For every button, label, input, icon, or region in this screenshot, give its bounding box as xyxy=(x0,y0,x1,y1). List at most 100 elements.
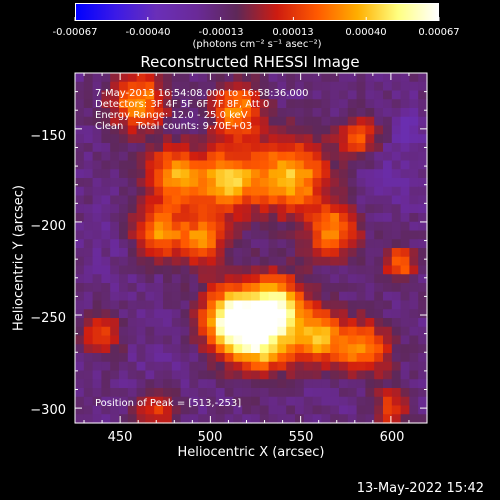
heatmap-cell xyxy=(303,239,314,249)
heatmap-cell xyxy=(207,370,217,380)
heatmap-cell xyxy=(189,195,199,205)
heatmap-cell xyxy=(224,248,234,258)
heatmap-cell xyxy=(189,90,199,100)
heatmap-cell xyxy=(75,73,85,83)
heatmap-cell xyxy=(101,230,111,240)
heatmap-cell xyxy=(383,81,393,92)
heatmap-cell xyxy=(277,283,287,293)
heatmap-cell xyxy=(383,134,393,144)
heatmap-cell xyxy=(339,239,349,249)
heatmap-cell xyxy=(92,405,102,415)
heatmap-cell xyxy=(224,143,234,153)
heatmap-cell xyxy=(303,169,314,179)
heatmap-cell xyxy=(391,204,402,214)
heatmap-cell xyxy=(215,108,226,118)
heatmap-cell xyxy=(207,379,217,389)
heatmap-cell xyxy=(145,99,155,109)
heatmap-cell xyxy=(312,213,322,223)
heatmap-cell xyxy=(356,169,366,179)
heatmap-cell xyxy=(268,143,278,153)
heatmap-cell xyxy=(356,265,366,275)
heatmap-cell xyxy=(339,361,349,372)
heatmap-cell xyxy=(339,230,349,240)
heatmap-cell xyxy=(233,116,243,127)
heatmap-cell xyxy=(391,326,402,337)
heatmap-cell xyxy=(110,73,120,83)
heatmap-cell xyxy=(101,248,111,258)
heatmap-cell xyxy=(391,379,402,389)
heatmap-cell xyxy=(233,221,243,232)
heatmap-cell xyxy=(154,213,164,223)
heatmap-cell xyxy=(347,99,358,109)
heatmap-cell xyxy=(180,186,190,197)
heatmap-cell xyxy=(286,143,296,153)
heatmap-cell xyxy=(409,239,419,249)
heatmap-cell xyxy=(391,370,402,380)
heatmap-cell xyxy=(189,160,199,170)
heatmap-cell xyxy=(224,186,234,197)
heatmap-cell xyxy=(391,186,402,197)
heatmap-cell xyxy=(277,300,287,310)
heatmap-cell xyxy=(145,283,155,293)
heatmap-cell xyxy=(251,134,261,144)
heatmap-cell xyxy=(83,335,94,345)
heatmap-cell xyxy=(347,353,358,363)
heatmap-cell xyxy=(259,195,270,205)
heatmap-cell xyxy=(224,353,234,363)
heatmap-cell xyxy=(286,116,296,127)
heatmap-cell xyxy=(101,81,111,92)
heatmap-cell xyxy=(180,300,190,310)
heatmap-cell xyxy=(330,178,340,188)
heatmap-cell xyxy=(356,405,366,415)
heatmap-cell xyxy=(207,143,217,153)
heatmap-cell xyxy=(92,344,102,354)
heatmap-cell xyxy=(330,326,340,337)
heatmap-cell xyxy=(259,344,270,354)
heatmap-cell xyxy=(321,116,331,127)
heatmap-cell xyxy=(101,160,111,170)
heatmap-cell xyxy=(215,73,226,83)
heatmap-cell xyxy=(127,169,138,179)
heatmap-cell xyxy=(110,108,120,118)
heatmap-cell xyxy=(145,195,155,205)
heatmap-cell xyxy=(224,134,234,144)
heatmap-cell xyxy=(251,125,261,135)
heatmap-cell xyxy=(312,396,322,407)
heatmap-cell xyxy=(374,239,384,249)
heatmap-cell xyxy=(295,239,305,249)
heatmap-cell xyxy=(171,221,182,232)
heatmap-cell xyxy=(321,143,331,153)
heatmap-cell xyxy=(268,370,278,380)
heatmap-cell xyxy=(286,344,296,354)
heatmap-cell xyxy=(365,318,375,328)
heatmap-cell xyxy=(277,274,287,284)
heatmap-cell xyxy=(400,335,410,345)
heatmap-cell xyxy=(268,283,278,293)
heatmap-cell xyxy=(207,318,217,328)
colorbar-tick-label-3: 0.00013 xyxy=(272,27,314,38)
heatmap-cell xyxy=(163,291,173,302)
heatmap-cell xyxy=(391,178,402,188)
heatmap-cell xyxy=(286,151,296,162)
heatmap-cell xyxy=(207,134,217,144)
heatmap-cell xyxy=(339,379,349,389)
colorbar-tick-label-4: 0.00040 xyxy=(345,27,387,38)
heatmap-cell xyxy=(251,239,261,249)
heatmap-cell xyxy=(321,274,331,284)
heatmap-cell xyxy=(286,99,296,109)
heatmap-cell xyxy=(339,318,349,328)
heatmap-cell xyxy=(347,108,358,118)
heatmap-cell xyxy=(409,344,419,354)
heatmap-cell xyxy=(154,344,164,354)
heatmap-cell xyxy=(391,73,402,83)
heatmap-cell xyxy=(171,81,182,92)
heatmap-cell xyxy=(330,239,340,249)
heatmap-cell xyxy=(233,230,243,240)
heatmap-cell xyxy=(277,379,287,389)
heatmap-cell xyxy=(110,143,120,153)
heatmap-cell xyxy=(312,318,322,328)
heatmap-cell xyxy=(312,370,322,380)
heatmap-cell xyxy=(303,143,314,153)
heatmap-cell xyxy=(365,239,375,249)
heatmap-cell xyxy=(286,221,296,232)
